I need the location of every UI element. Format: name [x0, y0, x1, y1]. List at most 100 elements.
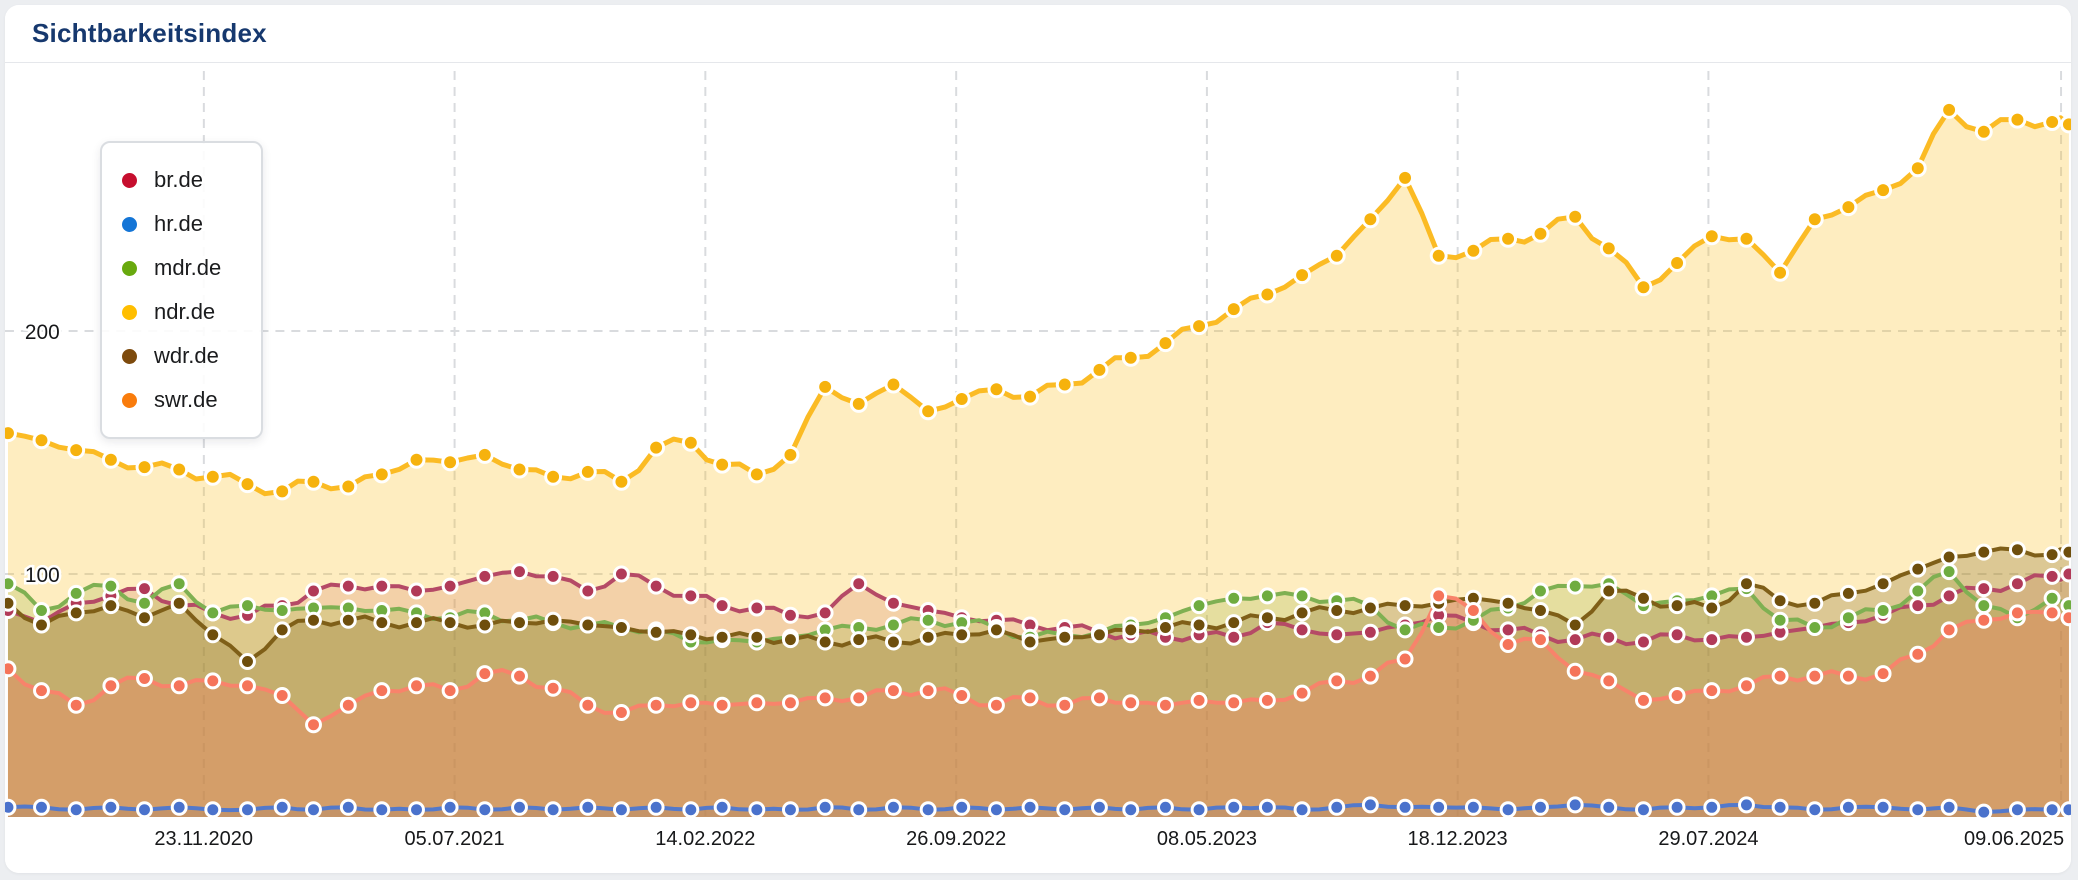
data-point-ndr.de[interactable] [544, 467, 563, 486]
data-point-wdr.de[interactable] [781, 631, 799, 649]
data-point-br.de[interactable] [2043, 567, 2061, 585]
data-point-ndr.de[interactable] [1361, 210, 1380, 229]
data-point-swr.de[interactable] [305, 716, 322, 734]
data-point-br.de[interactable] [1909, 597, 1927, 615]
data-point-mdr.de[interactable] [273, 602, 291, 619]
data-point-swr.de[interactable] [748, 694, 766, 712]
data-point-wdr.de[interactable] [850, 631, 868, 649]
data-point-swr.de[interactable] [33, 682, 50, 700]
data-point-swr.de[interactable] [1157, 696, 1174, 714]
data-point-swr.de[interactable] [204, 672, 222, 690]
data-point-ndr.de[interactable] [1531, 224, 1550, 243]
data-point-mdr.de[interactable] [1839, 609, 1857, 627]
data-point-swr.de[interactable] [1600, 672, 1618, 690]
data-point-ndr.de[interactable] [135, 458, 154, 477]
data-point-ndr.de[interactable] [578, 462, 597, 481]
data-point-wdr.de[interactable] [647, 623, 665, 641]
data-point-br.de[interactable] [1940, 587, 1958, 605]
data-point-br.de[interactable] [1566, 631, 1584, 649]
data-point-swr.de[interactable] [1668, 687, 1686, 704]
data-point-ndr.de[interactable] [2008, 110, 2027, 129]
data-point-ndr.de[interactable] [67, 441, 86, 460]
data-point-ndr.de[interactable] [1974, 122, 1993, 141]
data-point-wdr.de[interactable] [170, 594, 188, 612]
data-point-ndr.de[interactable] [475, 445, 494, 464]
data-point-wdr.de[interactable] [579, 616, 597, 634]
data-point-swr.de[interactable] [1738, 677, 1755, 695]
data-point-swr.de[interactable] [373, 682, 391, 700]
data-point-swr.de[interactable] [781, 694, 799, 712]
data-point-hr.de[interactable] [2060, 801, 2071, 819]
chart-plot-area[interactable]: 100 200 br.de hr.de mdr.de ndr.de wdr.de swr.d… [5, 63, 2071, 819]
data-point-hr.de[interactable] [102, 798, 120, 816]
data-point-br.de[interactable] [408, 582, 425, 600]
data-point-swr.de[interactable] [1056, 696, 1074, 714]
data-point-ndr.de[interactable] [1055, 375, 1074, 394]
data-point-swr.de[interactable] [441, 682, 459, 700]
data-point-swr.de[interactable] [1430, 587, 1448, 605]
data-point-br.de[interactable] [1703, 631, 1721, 649]
data-point-wdr.de[interactable] [1635, 589, 1652, 607]
data-point-wdr.de[interactable] [816, 633, 834, 651]
data-point-swr.de[interactable] [5, 660, 17, 678]
data-point-wdr.de[interactable] [1668, 597, 1686, 615]
data-point-hr.de[interactable] [1258, 798, 1276, 816]
data-point-ndr.de[interactable] [1702, 227, 1721, 246]
data-point-ndr.de[interactable] [339, 477, 358, 496]
data-point-wdr.de[interactable] [239, 653, 256, 670]
data-point-ndr.de[interactable] [1668, 254, 1687, 272]
data-point-swr.de[interactable] [1225, 694, 1243, 712]
data-point-swr.de[interactable] [816, 689, 834, 707]
data-point-wdr.de[interactable] [373, 614, 391, 632]
data-point-br.de[interactable] [1225, 628, 1243, 646]
data-point-ndr.de[interactable] [612, 472, 631, 491]
data-point-wdr.de[interactable] [1600, 582, 1618, 600]
data-point-ndr.de[interactable] [1190, 317, 1209, 336]
data-point-ndr.de[interactable] [1156, 334, 1175, 353]
data-point-swr.de[interactable] [1874, 665, 1892, 683]
data-point-ndr.de[interactable] [1908, 159, 1927, 178]
data-point-wdr.de[interactable] [987, 621, 1005, 639]
data-point-hr.de[interactable] [1806, 801, 1824, 819]
data-point-br.de[interactable] [339, 577, 357, 595]
data-point-ndr.de[interactable] [5, 424, 17, 443]
data-point-swr.de[interactable] [476, 665, 494, 683]
data-point-swr.de[interactable] [1464, 602, 1482, 619]
data-point-mdr.de[interactable] [5, 575, 17, 593]
data-point-br.de[interactable] [1600, 628, 1618, 646]
data-point-hr.de[interactable] [1021, 798, 1039, 816]
data-point-ndr.de[interactable] [681, 433, 700, 452]
data-point-ndr.de[interactable] [32, 431, 51, 450]
data-point-hr.de[interactable] [408, 801, 425, 819]
data-point-br.de[interactable] [136, 580, 153, 598]
data-point-hr.de[interactable] [1771, 798, 1789, 816]
data-point-hr.de[interactable] [373, 801, 391, 819]
data-point-hr.de[interactable] [1157, 798, 1174, 816]
data-point-hr.de[interactable] [579, 798, 597, 816]
data-point-br.de[interactable] [682, 587, 700, 605]
data-point-ndr.de[interactable] [170, 460, 189, 479]
data-point-wdr.de[interactable] [682, 626, 700, 644]
data-point-wdr.de[interactable] [1396, 597, 1414, 615]
data-point-hr.de[interactable] [1532, 798, 1549, 816]
data-point-ndr.de[interactable] [1599, 239, 1618, 258]
data-point-ndr.de[interactable] [919, 402, 938, 421]
data-point-mdr.de[interactable] [1975, 597, 1993, 615]
data-point-mdr.de[interactable] [1771, 611, 1789, 629]
data-point-wdr.de[interactable] [713, 628, 731, 646]
data-point-hr.de[interactable] [2008, 801, 2026, 819]
data-point-wdr.de[interactable] [919, 628, 937, 646]
data-point-mdr.de[interactable] [1190, 597, 1208, 615]
data-point-ndr.de[interactable] [816, 377, 835, 396]
data-point-swr.de[interactable] [1703, 682, 1721, 700]
data-point-swr.de[interactable] [1328, 672, 1346, 690]
data-point-hr.de[interactable] [1190, 801, 1208, 819]
data-point-ndr.de[interactable] [1737, 229, 1756, 248]
legend-item-br-de[interactable]: br.de [122, 158, 221, 202]
data-point-swr.de[interactable] [239, 677, 256, 695]
data-point-swr.de[interactable] [1940, 621, 1958, 639]
data-point-swr.de[interactable] [1566, 662, 1584, 680]
data-point-hr.de[interactable] [1703, 798, 1721, 816]
data-point-swr.de[interactable] [273, 687, 291, 704]
data-point-ndr.de[interactable] [849, 394, 868, 413]
